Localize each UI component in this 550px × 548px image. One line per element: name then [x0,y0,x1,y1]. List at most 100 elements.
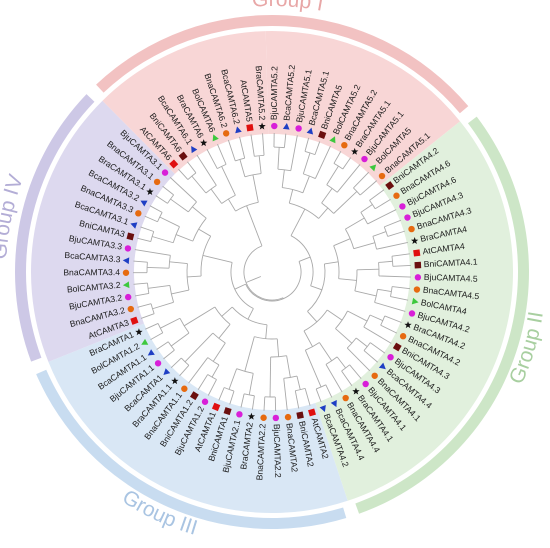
branch-line [378,275,411,278]
branch-line [159,216,180,228]
branch-arc [270,355,287,358]
branch-line [211,364,220,378]
branch-line [290,135,298,171]
branch-line [380,324,398,334]
branch-line [342,157,352,170]
branch-line [326,165,339,185]
branch-line [212,342,226,362]
leaf-marker-bca [140,200,148,207]
leaf-marker-bol [329,136,336,144]
branch-arc [380,315,386,326]
branch-line [336,356,347,369]
leaf-marker-bju [414,274,422,281]
branch-line [192,206,207,219]
branch-arc [212,332,226,344]
branch-line [314,145,331,179]
branch-line [169,261,188,265]
branch-line [288,189,294,204]
branch-arc [345,228,355,249]
leaf-marker-bca [147,349,155,356]
leaf-marker-at [211,402,221,412]
leaf-marker-bna [153,178,161,186]
branch-line [160,317,181,329]
branch-line [363,350,378,363]
leaf-marker-bna [222,130,230,137]
leaf-marker-bca [235,126,242,134]
leaf-marker-bna [122,269,130,276]
leaf-marker-bca [330,400,337,408]
group-III-fill [48,323,348,513]
leaf-marker-bju [272,414,280,422]
leaf-marker-bni [178,151,188,161]
branch-line [218,324,231,339]
branch-line [248,373,254,395]
leaf-marker-bna [408,225,415,233]
branch-line [258,155,262,174]
branch-line [240,393,245,408]
group-outer-bands [15,14,529,529]
branch-line [304,137,310,152]
leaf-marker-bra [146,188,154,195]
leaf-marker-bju [236,411,243,418]
branch-arc [305,342,320,351]
branch-line [377,288,392,292]
leaf-marker-bna [341,141,348,149]
branch-arc [186,263,190,291]
branch-line [171,289,190,295]
branch-line [360,204,373,213]
branch-line [262,133,265,156]
group-III-band [36,369,347,529]
branch-arc [316,384,327,390]
branch-arc [187,201,197,213]
branch-arc [168,255,171,269]
branch-arc [360,212,368,225]
branch-line [251,395,255,410]
branch-arc [217,163,227,169]
branch-line [353,171,370,189]
leaf-marker-bra [258,122,266,130]
leaf-marker-bju [124,245,132,252]
leaf-label: BnaCAMTA3.4 [63,267,120,277]
leaf-label: BolCAMTA3.2 [66,280,121,295]
branch-arc [363,314,371,328]
branch-line [170,198,189,213]
leaf-marker-bra [247,412,256,420]
leaf-marker-bra [135,328,143,336]
leaf-marker-bca [191,146,198,154]
branch-line [363,326,392,344]
leaf-marker-bna [342,394,349,402]
branch-line [227,139,236,162]
branch-line [376,241,408,250]
branch-line [156,341,169,350]
leaf-marker-bju [124,293,132,301]
branch-line [338,278,357,281]
leaf-marker-bra [404,321,412,329]
branch-line [369,314,383,322]
branch-arc [150,231,155,242]
branch-line [217,143,227,165]
branch-arc [390,286,393,297]
branch-line [333,191,358,214]
branch-line [207,379,217,396]
leaf-marker-at [413,249,421,257]
branch-line [227,198,236,212]
branch-line [134,249,171,256]
leaf-marker-bju [271,122,278,130]
leaf-marker-bju [362,380,369,388]
branch-arc [333,163,344,170]
branch-line [346,347,371,372]
leaf-marker-at [130,316,139,325]
leaf-marker-bca [282,123,290,130]
branch-line [140,226,154,232]
leaf-marker-bni [296,411,304,420]
branch-line [269,356,272,397]
leaf-marker-bni [223,407,232,416]
branch-line [145,323,159,330]
group-I-band [96,14,469,114]
branch-arc [235,201,259,212]
leaf-marker-bju [154,360,162,367]
branch-line [178,168,189,180]
branch-line [133,282,148,285]
branch-arc [346,337,357,349]
